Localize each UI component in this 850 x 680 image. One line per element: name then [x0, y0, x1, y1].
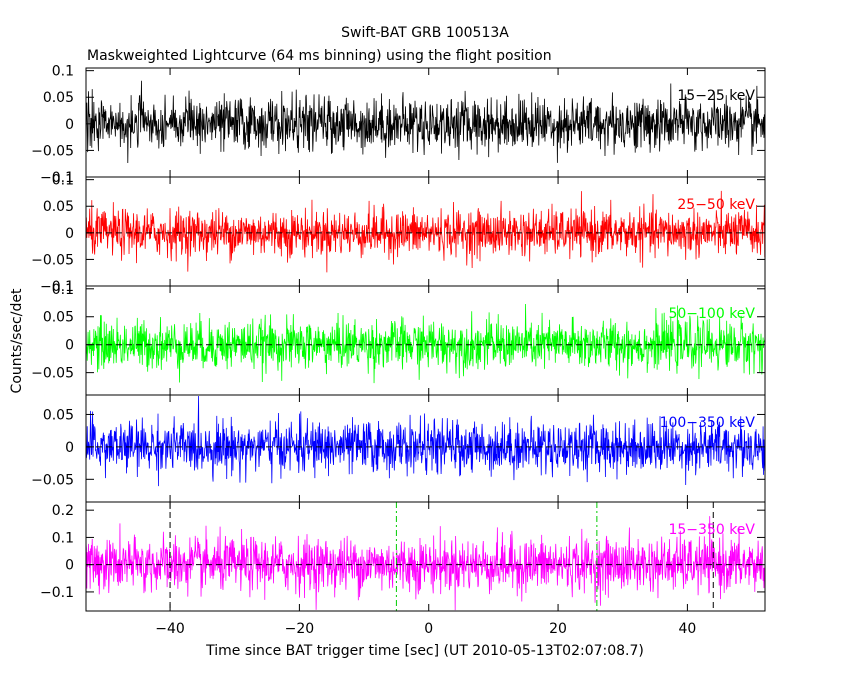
series-line — [85, 304, 766, 384]
x-tick-label: 40 — [678, 621, 696, 637]
series-line — [85, 396, 766, 487]
band-label: 25−50 keV — [677, 197, 755, 213]
panel-25-50-kev: 0.1 0.05 0 −0.05 −0.1 25−50 keV — [31, 173, 766, 295]
y-tick-label: −0.1 — [40, 585, 74, 601]
y-tick-label: −0.05 — [31, 366, 74, 382]
panel-15-350-kev: 0.2 0.1 0 −0.1 15−350 keV — [40, 501, 766, 612]
band-label: 50−100 keV — [668, 306, 755, 322]
y-tick-label: 0 — [65, 440, 74, 456]
y-tick-label: −0.05 — [31, 143, 74, 159]
band-label: 15−350 keV — [668, 522, 755, 538]
series-line — [85, 80, 766, 164]
panel-frame — [85, 501, 766, 612]
x-tick-label: 0 — [424, 621, 433, 637]
panels-group: 0.1 0.05 0 −0.05 −0.1 15−25 keV 0.1 0.05 0 −0.05 −… — [31, 64, 766, 637]
panel-100-350-kev: 0.05 0 −0.05 100−350 keV — [31, 394, 766, 503]
series-line — [85, 190, 766, 273]
y-tick-label: 0.05 — [43, 90, 74, 106]
y-tick-label: −0.05 — [31, 472, 74, 488]
band-label: 15−25 keV — [677, 88, 755, 104]
y-tick-label: 0.1 — [52, 173, 74, 189]
x-axis-label: Time since BAT trigger time [sec] (UT 20… — [205, 643, 644, 659]
y-tick-label: 0.1 — [52, 64, 74, 80]
y-tick-label: 0.2 — [52, 503, 74, 519]
y-tick-label: 0 — [65, 117, 74, 133]
y-tick-label: 0 — [65, 558, 74, 574]
series-line — [85, 516, 766, 611]
band-label: 100−350 keV — [660, 415, 756, 431]
x-tick-label: −20 — [285, 621, 315, 637]
chart-subtitle: Maskweighted Lightcurve (64 ms binning) … — [87, 48, 552, 64]
panel-50-100-kev: 0.1 0.05 0 −0.05 50−100 keV — [31, 282, 766, 396]
x-tick-label: 20 — [549, 621, 567, 637]
y-tick-label: 0.1 — [52, 530, 74, 546]
y-tick-label: 0.05 — [43, 310, 74, 326]
y-tick-label: 0 — [65, 226, 74, 242]
panel-15-25-kev: 0.1 0.05 0 −0.05 −0.1 15−25 keV — [31, 64, 766, 186]
y-tick-label: 0.05 — [43, 407, 74, 423]
x-tick-label: −40 — [155, 621, 185, 637]
y-tick-label: 0.1 — [52, 282, 74, 298]
chart-title: Swift-BAT GRB 100513A — [341, 25, 509, 41]
y-tick-label: 0 — [65, 338, 74, 354]
y-axis-label: Counts/sec/det — [9, 288, 25, 393]
y-tick-label: −0.1 — [40, 170, 74, 186]
y-tick-label: 0.05 — [43, 199, 74, 215]
y-tick-label: −0.05 — [31, 252, 74, 268]
y-tick-label: −0.1 — [40, 279, 74, 295]
